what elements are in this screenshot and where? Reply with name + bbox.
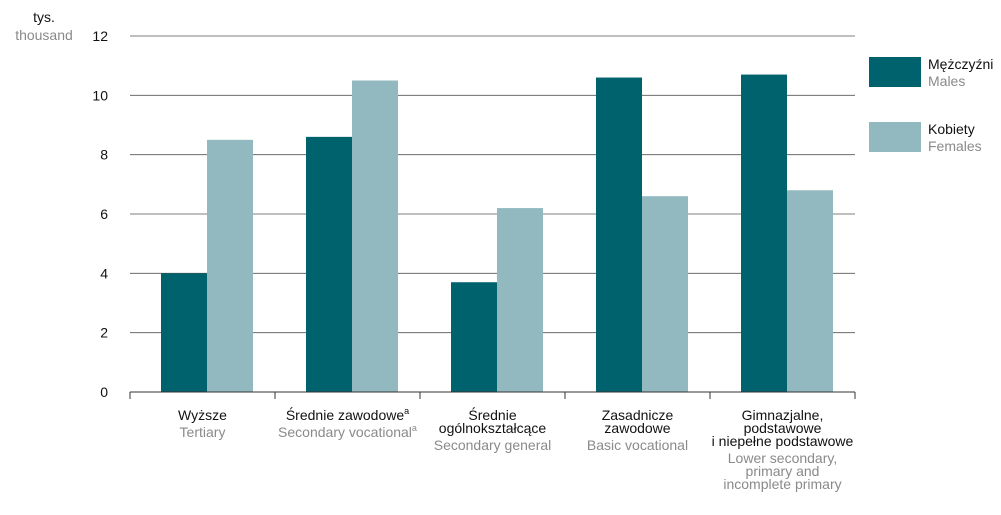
category-label-pl: i niepełne podstawowe: [712, 433, 854, 449]
category-label-en: incomplete primary: [723, 476, 841, 492]
footnote-marker: a: [412, 423, 417, 433]
category-label-en: Secondary general: [434, 437, 552, 453]
bar-females: [787, 190, 833, 392]
footnote-marker: a: [404, 406, 409, 416]
unit-label-pl: tys.: [33, 9, 55, 25]
bar-females: [497, 208, 543, 392]
bar-males: [306, 136, 352, 392]
category-label-pl: Zasadnicze: [602, 407, 674, 423]
category-label-en: Tertiary: [180, 424, 226, 440]
bar-males: [451, 282, 497, 392]
y-tick-label: 12: [92, 28, 108, 44]
legend-label-pl: Mężczyźni: [928, 56, 993, 72]
bar-females: [642, 196, 688, 392]
y-tick-label: 4: [100, 265, 108, 281]
bars: [161, 74, 833, 393]
y-tick-label: 8: [100, 147, 108, 163]
y-tick-label: 6: [100, 206, 108, 222]
bar-males: [161, 273, 207, 392]
legend-swatch: [869, 57, 921, 87]
category-label-pl: ogólnokształcące: [439, 420, 547, 436]
bar-females: [207, 139, 253, 392]
y-axis-unit-label: tys. thousand: [15, 9, 73, 43]
category-label-en: primary and: [746, 463, 820, 479]
x-axis: [129, 391, 856, 399]
bar-females: [352, 80, 398, 392]
category-label-pl: Średnie: [468, 406, 516, 423]
category-label-en: Secondary vocationala: [278, 423, 417, 440]
category-label-pl: Wyższe: [178, 407, 227, 423]
category-label-en: Basic vocational: [587, 437, 688, 453]
category-label-pl: zawodowe: [604, 420, 670, 436]
legend-swatch: [869, 122, 921, 152]
legend-label-en: Males: [928, 73, 965, 89]
y-tick-label: 10: [92, 87, 108, 103]
category-label-en: Lower secondary,: [728, 450, 837, 466]
y-tick-label: 0: [100, 384, 108, 400]
category-label-pl: Średnie zawodowea: [286, 406, 409, 423]
bar-males: [596, 77, 642, 393]
bar-males: [741, 74, 787, 393]
unit-label-en: thousand: [15, 27, 73, 43]
category-label-pl: Gimnazjalne,: [742, 407, 824, 423]
legend-label-en: Females: [928, 138, 982, 154]
y-axis-ticks: 0 2 4 6 8 10 12: [92, 28, 108, 400]
category-label-pl: podstawowe: [744, 420, 822, 436]
legend-label-pl: Kobiety: [928, 121, 975, 137]
y-tick-label: 2: [100, 325, 108, 341]
